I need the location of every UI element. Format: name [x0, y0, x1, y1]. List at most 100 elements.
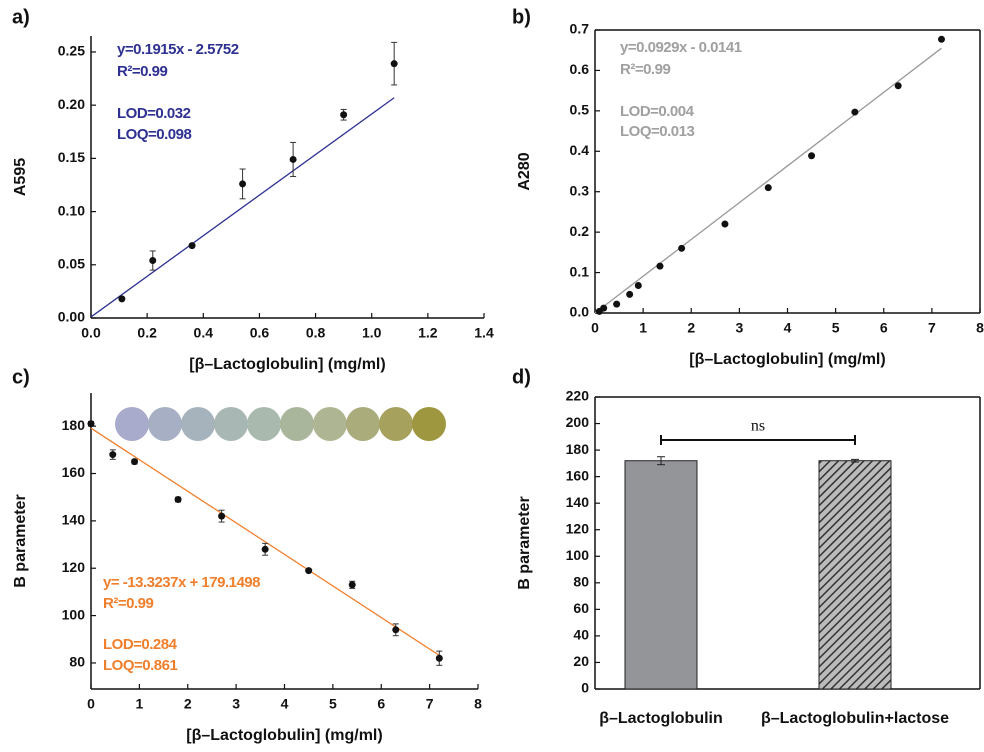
point — [721, 220, 729, 228]
y-tick-label: 0.6 — [570, 61, 590, 77]
annotation: LOD=0.032 — [117, 105, 191, 122]
annotation: LOQ=0.861 — [103, 657, 177, 674]
y-tick-label: 160 — [566, 467, 590, 483]
significance-bracket — [660, 435, 856, 445]
x-tick-label: 7 — [928, 320, 936, 336]
x-tick-label: β–Lactoglobulin+lactose — [761, 710, 949, 727]
x-tick-label: 5 — [832, 320, 840, 336]
point — [600, 304, 608, 312]
x-tick-label: 1.4 — [474, 325, 494, 341]
y-axis-label: A595 — [12, 158, 29, 196]
y-tick-label: 180 — [566, 441, 590, 457]
x-tick-label: 1 — [135, 696, 143, 712]
panel-label: b) — [512, 6, 531, 28]
x-tick-label: 6 — [880, 320, 888, 336]
y-tick-label: 180 — [62, 417, 86, 433]
y-tick-label: 100 — [566, 547, 590, 563]
error-bar — [657, 456, 665, 466]
x-tick-label: 0 — [87, 696, 95, 712]
point — [808, 152, 816, 160]
x-axis-label: [β–Lactoglobulin] (mg/ml) — [189, 356, 385, 373]
point — [149, 257, 157, 265]
point — [656, 262, 664, 270]
x-tick-label: 1 — [639, 320, 647, 336]
point — [348, 581, 356, 589]
y-tick-label: 0.20 — [58, 96, 85, 112]
point — [261, 545, 269, 553]
point — [938, 35, 945, 43]
point — [87, 420, 95, 428]
x-axis-label: [β–Lactoglobulin] (mg/ml) — [186, 727, 382, 744]
point — [851, 108, 859, 116]
x-tick-label: 0.2 — [137, 325, 157, 341]
y-tick-label: 0.1 — [570, 263, 590, 279]
y-tick-label: 0.5 — [570, 102, 590, 118]
y-tick-label: 0.05 — [58, 255, 85, 271]
point — [764, 184, 772, 192]
point — [218, 512, 226, 520]
point — [109, 451, 117, 459]
x-tick-label: 1.0 — [362, 325, 382, 341]
x-tick-label: 0.6 — [250, 325, 270, 341]
x-tick-label: 8 — [474, 696, 482, 712]
fit-line — [90, 97, 395, 318]
y-tick-label: 0 — [581, 680, 589, 696]
point — [678, 244, 686, 252]
y-tick-label: 80 — [573, 574, 589, 590]
y-tick-label: 0.25 — [58, 43, 85, 59]
annotation: y=0.1915x - 2.5752 — [117, 41, 239, 58]
x-tick-label: 0.8 — [306, 325, 326, 341]
x-tick-label: 6 — [377, 696, 385, 712]
y-tick-label: 0.4 — [570, 142, 590, 158]
bar — [624, 460, 698, 690]
x-tick-label: 3 — [735, 320, 743, 336]
y-tick-label: 100 — [62, 606, 86, 622]
point — [894, 82, 902, 90]
y-tick-label: 0.00 — [58, 309, 85, 325]
y-tick-label: 0.0 — [570, 304, 590, 320]
y-tick-label: 140 — [566, 494, 590, 510]
x-tick-label: 3 — [232, 696, 240, 712]
color-swatches — [115, 407, 446, 441]
x-axis-label: [β–Lactoglobulin] (mg/ml) — [689, 351, 885, 368]
point — [239, 180, 247, 188]
annotation: LOD=0.004 — [620, 103, 695, 120]
y-tick-label: 0.7 — [570, 21, 590, 37]
point — [340, 111, 348, 119]
y-tick-label: 80 — [69, 654, 85, 670]
annotation: y= -13.3237x + 179.1498 — [103, 574, 260, 591]
y-tick-label: 20 — [573, 653, 589, 669]
annotation: LOD=0.284 — [103, 636, 178, 653]
annotation: R²=0.99 — [117, 63, 167, 80]
error-bar — [851, 458, 859, 463]
point — [305, 567, 313, 575]
y-tick-label: 160 — [62, 464, 86, 480]
annotation: R²=0.99 — [620, 61, 670, 78]
x-tick-label: 0 — [591, 320, 599, 336]
bar — [818, 460, 892, 690]
point — [613, 300, 621, 308]
y-tick-label: 0.2 — [570, 223, 590, 239]
panel-label: d) — [512, 366, 531, 388]
y-tick-label: 0.10 — [58, 202, 85, 218]
annotation: LOQ=0.098 — [117, 126, 191, 143]
y-tick-label: 120 — [566, 520, 590, 536]
x-tick-label: 7 — [426, 696, 434, 712]
x-tick-label: 0.4 — [194, 325, 214, 341]
annotation: LOQ=0.013 — [620, 123, 694, 140]
y-axis-label: B parameter — [516, 496, 533, 589]
fit-line — [594, 47, 942, 314]
y-tick-label: 60 — [573, 600, 589, 616]
point — [131, 458, 139, 466]
y-axis-label: A280 — [516, 152, 533, 190]
point — [634, 282, 642, 290]
point — [289, 155, 297, 163]
y-tick-label: 40 — [573, 627, 589, 643]
point — [392, 626, 400, 634]
y-tick-label: 120 — [62, 559, 86, 575]
x-tick-label: β–Lactoglobulin — [599, 710, 723, 727]
point — [435, 654, 443, 662]
y-tick-label: 200 — [566, 414, 590, 430]
x-tick-label: 4 — [281, 696, 289, 712]
